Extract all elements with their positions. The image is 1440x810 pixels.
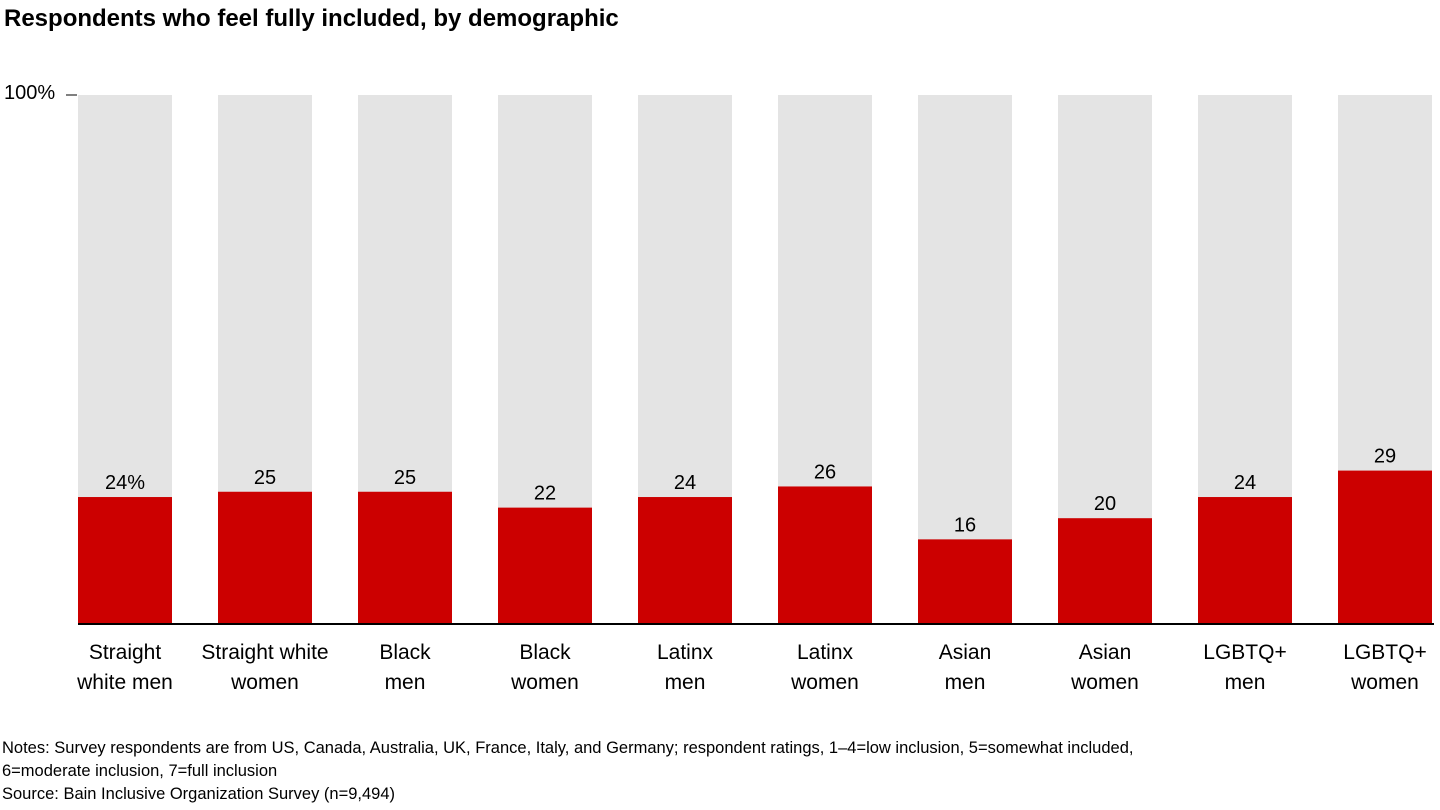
- data-label: 25: [254, 467, 276, 489]
- notes-line-2: 6=moderate inclusion, 7=full inclusion: [2, 762, 278, 780]
- y-tick-label-100: 100%: [4, 82, 56, 104]
- x-tick-label: Asian: [939, 641, 992, 664]
- x-tick-label: Asian: [1079, 641, 1132, 664]
- x-tick-label: white men: [76, 671, 173, 694]
- bar-value: [358, 491, 452, 624]
- bar-background: [918, 95, 1012, 624]
- bar-value: [918, 539, 1012, 624]
- data-label: 20: [1094, 493, 1116, 515]
- x-tick-label: Straight white: [201, 641, 328, 664]
- bar-value: [1198, 497, 1292, 624]
- x-tick-label: Straight: [89, 641, 162, 664]
- data-label: 29: [1374, 446, 1396, 468]
- x-tick-label: LGBTQ+: [1203, 641, 1286, 664]
- x-tick-label: men: [945, 671, 986, 694]
- bar-value: [1058, 518, 1152, 624]
- bar-chart: 24% Straight white men 25 Straight white wome…: [66, 94, 1434, 694]
- x-tick-label: women: [510, 671, 579, 694]
- x-tick-label: Black: [519, 641, 571, 664]
- x-tick-label: men: [385, 671, 426, 694]
- data-label: 22: [534, 483, 556, 505]
- chart-notes: Notes: Survey respondents are from US, C…: [2, 737, 1438, 806]
- x-tick-label: Black: [379, 641, 431, 664]
- data-label: 25: [394, 467, 416, 489]
- x-tick-label: women: [1070, 671, 1139, 694]
- source-line: Source: Bain Inclusive Organization Surv…: [2, 785, 396, 803]
- bar-value: [638, 497, 732, 624]
- data-label: 16: [954, 514, 976, 536]
- x-tick-label: LGBTQ+: [1343, 641, 1426, 664]
- x-tick-label: men: [1225, 671, 1266, 694]
- x-tick-label: women: [790, 671, 859, 694]
- chart-title: Respondents who feel fully included, by …: [4, 5, 619, 32]
- data-label: 24%: [105, 472, 145, 494]
- x-tick-label: women: [1350, 671, 1419, 694]
- x-tick-label: Latinx: [797, 641, 854, 664]
- data-label: 24: [1234, 472, 1256, 494]
- notes-line-1: Notes: Survey respondents are from US, C…: [2, 739, 1134, 757]
- data-label: 24: [674, 472, 696, 494]
- data-label: 26: [814, 461, 836, 483]
- bar-value: [498, 507, 592, 624]
- x-tick-label: Latinx: [657, 641, 714, 664]
- bar-value: [1338, 470, 1432, 624]
- x-tick-label: women: [230, 671, 299, 694]
- x-tick-label: men: [665, 671, 706, 694]
- bar-value: [218, 491, 312, 624]
- bar-value: [78, 497, 172, 624]
- bar-value: [778, 486, 872, 624]
